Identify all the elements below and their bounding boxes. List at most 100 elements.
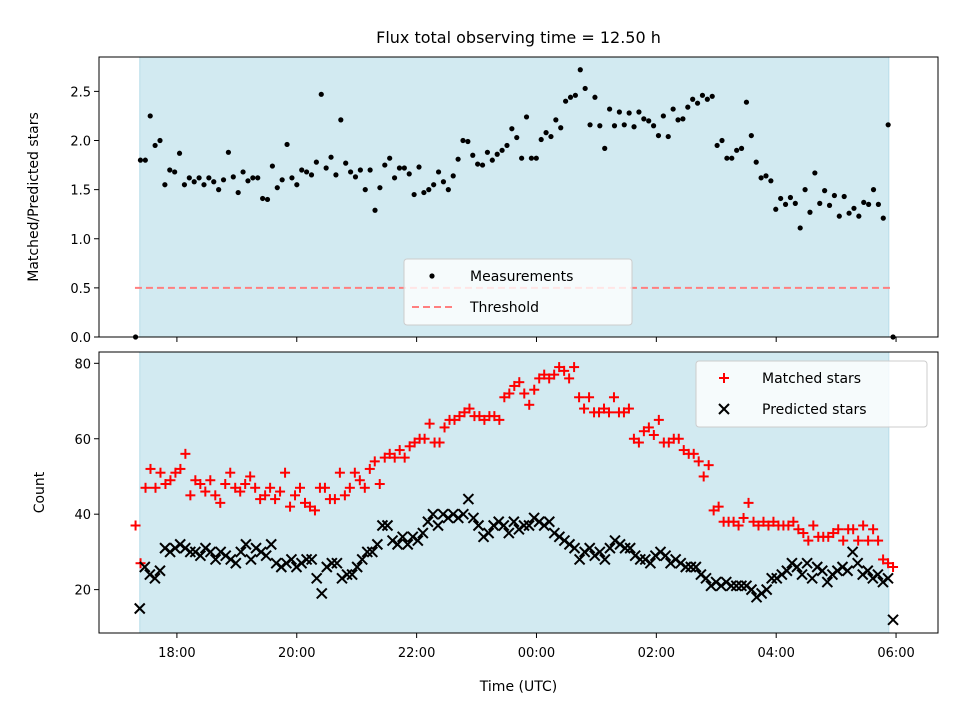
matched-star-point (290, 490, 301, 501)
measurement-point (880, 215, 886, 221)
matched-star-point (803, 535, 814, 546)
predicted-star-point (457, 508, 470, 520)
predicted-marker-b (310, 572, 323, 585)
matched-star-point (265, 482, 276, 493)
predicted-marker-b (467, 512, 480, 524)
matched-star-point (175, 463, 186, 474)
measurement-point (352, 174, 359, 180)
predicted-marker-b (457, 508, 470, 520)
measurement-point (499, 147, 505, 153)
predicted-star-point (366, 546, 379, 558)
predicted-star-point (310, 572, 323, 585)
predicted-star-point (801, 557, 813, 569)
matched-star-point (295, 482, 306, 493)
measurement-point (435, 169, 442, 175)
predicted-star-point (781, 565, 793, 577)
measurement-point (274, 185, 280, 191)
predicted-star-point (265, 538, 277, 551)
predicted-star-point (523, 519, 535, 532)
bottom-x-axis-ticks: 18:00 20:00 22:00 00:00 02:00 04:00 06:00 (158, 633, 915, 661)
predicted-star-point (816, 565, 828, 577)
predicted-marker-b (209, 553, 222, 566)
predicted-marker-b (240, 538, 252, 551)
predicted-marker-b (791, 561, 803, 573)
measurement-point (797, 225, 803, 231)
predicted-marker-b (422, 516, 434, 528)
matched-star-point (673, 433, 684, 444)
predicted-marker-b (391, 538, 404, 551)
predicted-star-point (862, 565, 874, 577)
measurement-point (308, 172, 315, 178)
bottom-panel-count-chart: 20 40 60 80 18:00 20:00 22:00 00:00 02:00 04:00 0… (32, 351, 939, 695)
measurement-point (787, 194, 794, 201)
matched-star-point (549, 369, 560, 380)
matched-star-point (648, 429, 659, 440)
measurement-point (694, 100, 701, 106)
matched-star-point (205, 475, 216, 486)
measurement-point (641, 116, 647, 122)
matched-star-point (394, 445, 405, 456)
legend-label: Predicted stars (762, 402, 867, 418)
predicted-star-point (604, 542, 616, 554)
predicted-marker-b (346, 568, 358, 581)
predicted-marker-b (381, 519, 394, 532)
matched-star-point (280, 467, 291, 478)
predicted-marker-b (194, 549, 207, 562)
measurement-point (734, 147, 740, 153)
predicted-star-point (326, 557, 338, 569)
matched-star-point (225, 467, 236, 478)
predicted-star-point (624, 542, 636, 554)
matched-star-point (873, 535, 884, 546)
predicted-marker-b (862, 565, 874, 577)
measurement-point (675, 117, 681, 123)
measurement-point (719, 137, 725, 144)
measurement-point (440, 179, 447, 185)
measurement-point (318, 91, 324, 97)
measurement-point (782, 201, 789, 207)
measurement-point (250, 175, 256, 181)
measurement-point (152, 142, 158, 149)
measurement-point (470, 152, 476, 158)
predicted-marker-b (725, 580, 737, 592)
matched-star-point (853, 535, 864, 546)
matched-star-point (603, 407, 614, 418)
predicted-marker-b (801, 557, 813, 569)
predicted-marker-b (685, 561, 697, 573)
measurement-point (533, 155, 539, 161)
measurement-point (597, 123, 603, 129)
predicted-marker-b (619, 542, 631, 554)
predicted-marker-b (472, 519, 485, 532)
predicted-star-point (427, 508, 439, 520)
predicted-star-point (796, 568, 808, 581)
matched-star-point (579, 403, 590, 414)
measurement-point (357, 167, 363, 173)
measurement-point (411, 191, 417, 198)
matched-star-point (354, 475, 365, 486)
legend-box (403, 258, 633, 326)
legend-label: Threshold (469, 300, 539, 316)
predicted-star-point (376, 519, 389, 532)
measurement-point (851, 205, 857, 211)
y-tick-label: 60 (74, 433, 91, 448)
matched-star-point (688, 448, 699, 459)
measurement-point (626, 110, 632, 116)
matched-star-point (529, 384, 540, 395)
measurement-point (773, 206, 779, 212)
predicted-star-point (508, 516, 520, 528)
predicted-star-point (139, 561, 151, 573)
measurement-point (528, 155, 535, 161)
predicted-marker-b (700, 572, 712, 585)
measurement-point (831, 192, 838, 199)
matched-star-point (419, 433, 430, 444)
matched-star-point (504, 388, 515, 399)
measurement-point (176, 150, 183, 156)
measurement-point (289, 175, 295, 181)
bottom-y-axis-label: Count (32, 471, 48, 513)
predicted-marker-b (543, 516, 555, 528)
predicted-star-point (760, 583, 773, 596)
predicted-marker-b (149, 572, 161, 585)
predicted-star-point (735, 580, 748, 592)
top-legend: Measurements Threshold (403, 258, 633, 326)
predicted-star-point (417, 527, 429, 539)
predicted-marker-b (230, 557, 242, 569)
